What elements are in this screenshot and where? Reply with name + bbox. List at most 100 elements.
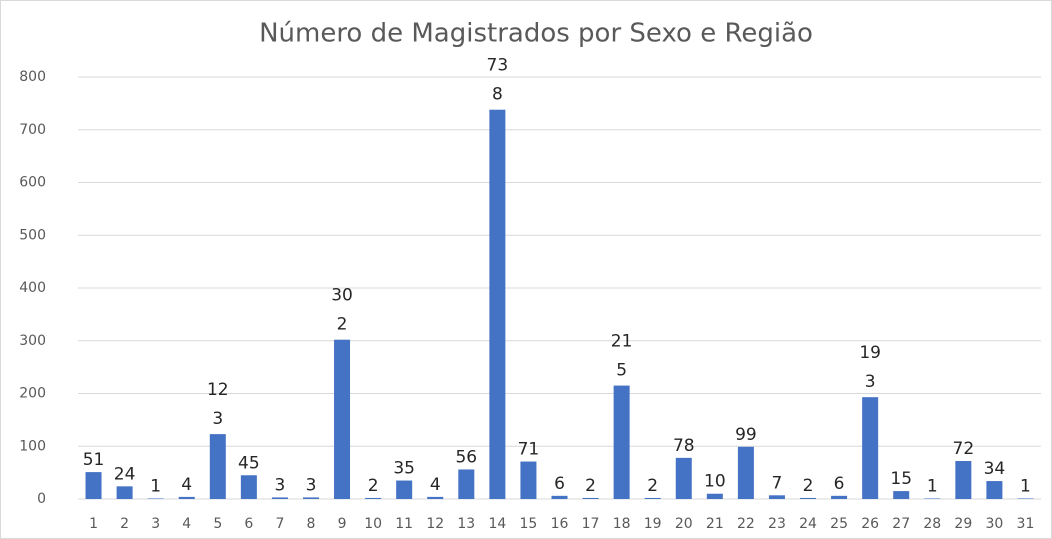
bar xyxy=(271,497,288,499)
x-tick-label: 11 xyxy=(395,516,413,532)
x-tick-label: 12 xyxy=(426,516,444,532)
data-label: 6 xyxy=(834,474,845,494)
bar xyxy=(85,472,102,499)
data-label: 3 xyxy=(275,475,286,495)
data-label: 30 2 xyxy=(331,286,353,335)
x-tick-label: 4 xyxy=(182,516,191,532)
data-label: 72 xyxy=(953,439,975,459)
x-tick-label: 18 xyxy=(613,516,631,532)
data-label: 78 xyxy=(673,436,695,456)
x-tick-label: 2 xyxy=(120,516,129,532)
bar xyxy=(955,461,972,499)
bar xyxy=(365,497,382,499)
x-tick-label: 1 xyxy=(89,516,98,532)
bar xyxy=(489,109,506,499)
y-tick-label: 0 xyxy=(37,491,46,507)
x-tick-label: 19 xyxy=(644,516,662,532)
data-label: 2 xyxy=(803,476,814,496)
data-label: 51 xyxy=(83,450,105,470)
bar xyxy=(613,385,630,499)
data-label: 35 xyxy=(393,459,415,479)
bar xyxy=(768,495,785,499)
x-tick-label: 24 xyxy=(799,516,817,532)
data-label: 34 xyxy=(984,459,1006,479)
x-tick-label: 21 xyxy=(706,516,724,532)
data-label: 3 xyxy=(306,475,317,495)
data-label: 45 xyxy=(238,453,260,473)
x-tick-label: 20 xyxy=(675,516,693,532)
bar xyxy=(924,498,941,499)
x-tick-label: 15 xyxy=(520,516,538,532)
bar xyxy=(334,339,351,499)
data-label: 71 xyxy=(518,440,540,460)
data-label: 1 xyxy=(1020,476,1031,496)
data-label: 15 xyxy=(890,469,912,489)
bar xyxy=(427,496,444,499)
x-tick-label: 9 xyxy=(338,516,347,532)
y-tick-label: 300 xyxy=(19,333,46,349)
data-label: 56 xyxy=(455,447,477,467)
bar xyxy=(800,497,817,499)
x-tick-label: 7 xyxy=(275,516,284,532)
x-tick-label: 30 xyxy=(985,516,1003,532)
bar xyxy=(147,498,164,499)
x-tick-label: 31 xyxy=(1017,516,1035,532)
x-tick-label: 28 xyxy=(923,516,941,532)
bar xyxy=(302,497,319,499)
data-label: 73 8 xyxy=(487,56,509,105)
y-tick-label: 600 xyxy=(19,175,46,191)
data-label: 19 3 xyxy=(859,343,881,392)
x-tick-label: 6 xyxy=(244,516,253,532)
x-tick-label: 29 xyxy=(954,516,972,532)
bar xyxy=(178,496,195,499)
y-tick-label: 800 xyxy=(19,69,46,85)
x-tick-label: 3 xyxy=(151,516,160,532)
data-label: 4 xyxy=(430,475,441,495)
x-tick-label: 23 xyxy=(768,516,786,532)
bar xyxy=(831,495,848,499)
bar xyxy=(458,469,475,499)
data-label: 24 xyxy=(114,464,136,484)
x-tick-label: 8 xyxy=(307,516,316,532)
x-tick-label: 16 xyxy=(551,516,569,532)
bar xyxy=(644,497,661,499)
data-label: 2 xyxy=(647,476,658,496)
data-label: 10 xyxy=(704,472,726,492)
data-label: 2 xyxy=(368,476,379,496)
x-tick-label: 25 xyxy=(830,516,848,532)
data-label: 21 5 xyxy=(611,332,633,381)
data-label: 12 3 xyxy=(207,380,229,429)
bar xyxy=(582,497,599,499)
data-label: 7 xyxy=(772,473,783,493)
bar xyxy=(240,475,257,499)
data-label: 99 xyxy=(735,425,757,445)
bar xyxy=(675,457,692,499)
data-label: 2 xyxy=(585,476,596,496)
bar xyxy=(209,434,226,499)
y-tick-label: 500 xyxy=(19,227,46,243)
data-label: 1 xyxy=(150,476,161,496)
bar xyxy=(862,397,879,499)
x-tick-label: 10 xyxy=(364,516,382,532)
bar xyxy=(116,486,133,499)
x-tick-label: 27 xyxy=(892,516,910,532)
x-tick-label: 5 xyxy=(213,516,222,532)
y-tick-label: 400 xyxy=(19,280,46,296)
bar xyxy=(986,481,1003,499)
data-label: 6 xyxy=(554,474,565,494)
x-tick-label: 14 xyxy=(488,516,506,532)
bar xyxy=(893,491,910,499)
y-tick-label: 200 xyxy=(19,386,46,402)
data-label: 4 xyxy=(181,475,192,495)
x-tick-label: 17 xyxy=(582,516,600,532)
x-tick-label: 22 xyxy=(737,516,755,532)
bar xyxy=(1017,498,1034,499)
data-label: 1 xyxy=(927,476,938,496)
bar xyxy=(706,493,723,499)
x-tick-label: 13 xyxy=(457,516,475,532)
bar xyxy=(396,480,413,499)
bar xyxy=(520,461,537,499)
chart-title: Número de Magistrados por Sexo e Região xyxy=(259,19,813,49)
x-tick-label: 26 xyxy=(861,516,879,532)
